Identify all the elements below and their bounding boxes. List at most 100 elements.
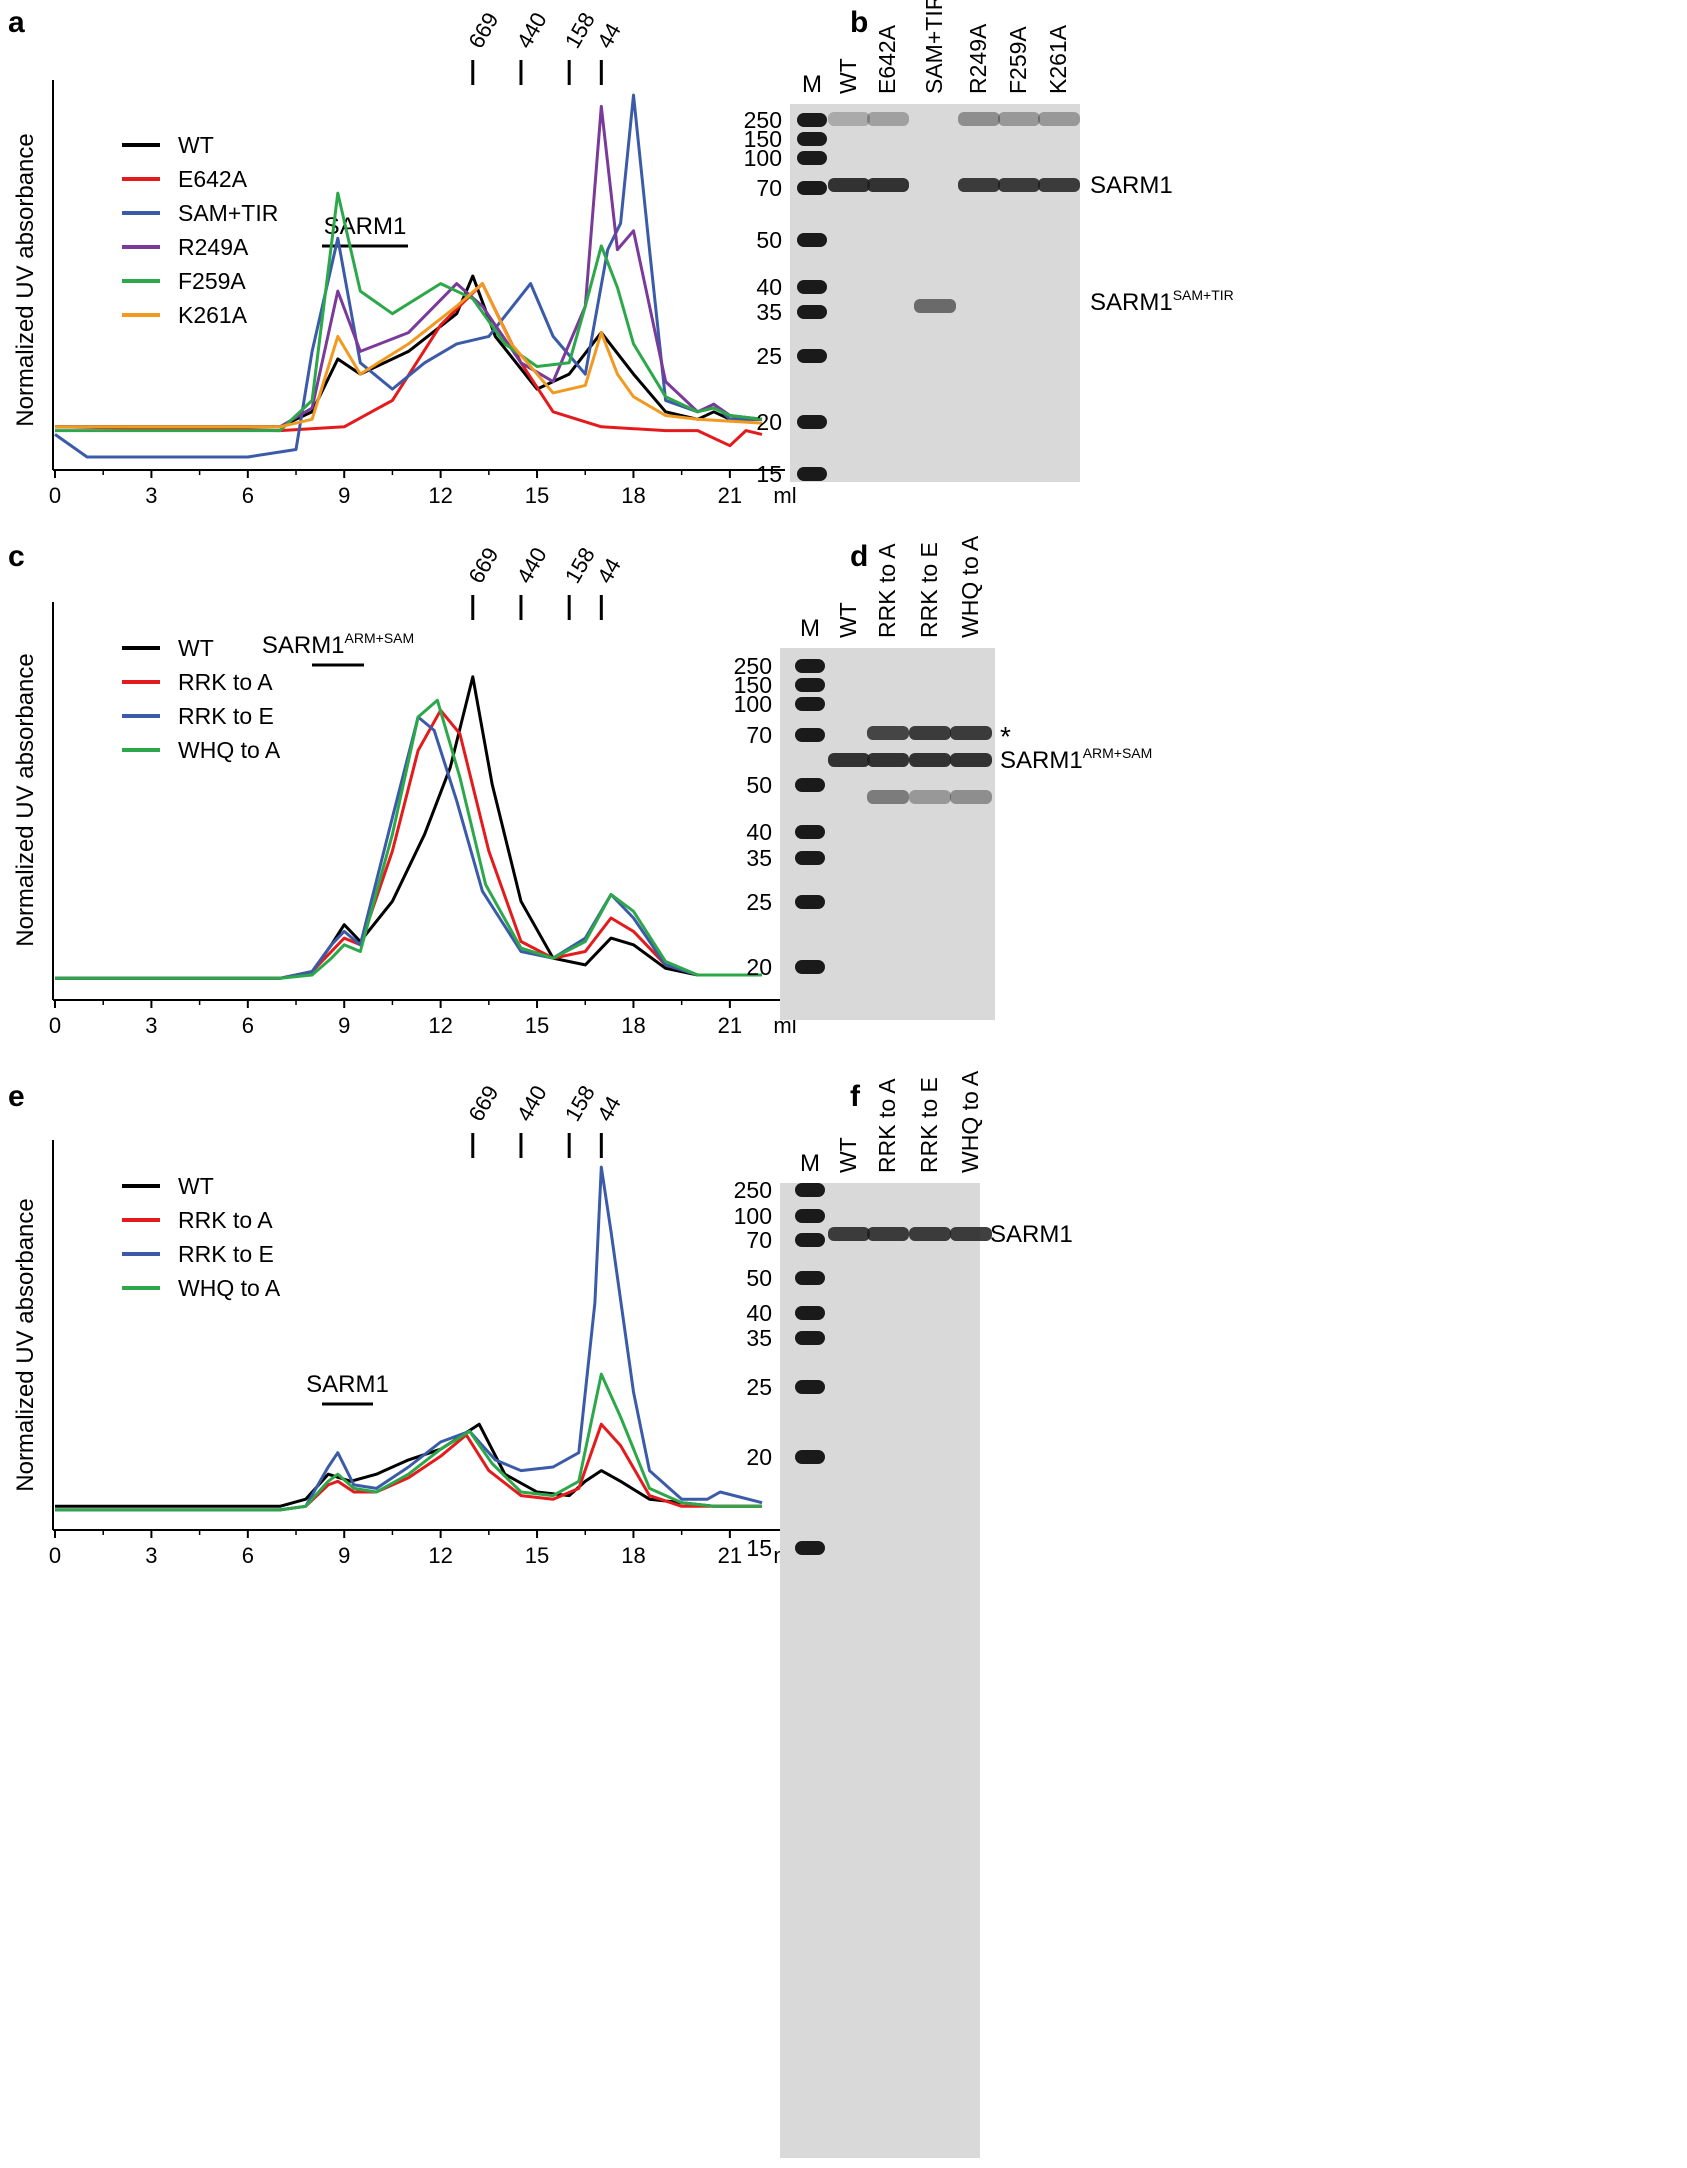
- panel-letter-a: a: [8, 6, 25, 39]
- ladder-band: [795, 1183, 825, 1197]
- ladder-band: [795, 1450, 825, 1464]
- mw-label: 25: [746, 889, 772, 915]
- ladder-band: [797, 181, 827, 195]
- ladder-band: [795, 678, 825, 692]
- panel-letter-f: f: [850, 1080, 860, 1113]
- protein-band: [1038, 112, 1080, 126]
- protein-band: [867, 753, 909, 767]
- x-tick-label: 9: [338, 1013, 350, 1038]
- panel-letter-e: e: [8, 1080, 25, 1113]
- ladder-band: [795, 960, 825, 974]
- x-tick-label: 21: [718, 1543, 742, 1568]
- mw-label: 15: [756, 461, 782, 487]
- legend-label: K261A: [178, 302, 248, 328]
- mw-label: 70: [746, 722, 772, 748]
- ladder-band: [797, 280, 827, 294]
- ladder-band: [795, 851, 825, 865]
- protein-band: [950, 1227, 992, 1241]
- ladder-band: [797, 305, 827, 319]
- mw-label: 250: [744, 107, 782, 133]
- lane-label: WT: [835, 602, 861, 638]
- x-tick-label: 21: [718, 483, 742, 508]
- lane-label: R249A: [965, 23, 991, 94]
- ladder-band: [795, 1331, 825, 1345]
- lane-label: WHQ to A: [957, 535, 983, 638]
- mw-label: 150: [734, 672, 772, 698]
- protein-band: [958, 112, 1000, 126]
- band-label-sup: SAM+TIR: [1173, 287, 1234, 303]
- mw-label: 70: [746, 1227, 772, 1253]
- band-label-main: SARM1: [990, 1221, 1073, 1248]
- series-line-whq-to-a: [55, 1372, 762, 1512]
- peak-bracket-label-main: SARM1: [324, 213, 407, 240]
- ladder-band: [797, 349, 827, 363]
- protein-band: [909, 753, 951, 767]
- x-tick-label: 3: [145, 483, 157, 508]
- mw-label: 40: [746, 819, 772, 845]
- y-axis-label: Normalized UV absorbance: [12, 133, 39, 426]
- ladder-band: [795, 697, 825, 711]
- ladder-band: [797, 233, 827, 247]
- asterisk-label: *: [1000, 721, 1011, 752]
- mw-label: 40: [756, 274, 782, 300]
- protein-band: [914, 299, 956, 313]
- ladder-band: [797, 113, 827, 127]
- series-line-rrk-to-a: [55, 1422, 762, 1512]
- mw-label: 50: [746, 772, 772, 798]
- x-tick-label: 6: [242, 483, 254, 508]
- legend-label: RRK to A: [178, 669, 273, 695]
- legend-label: RRK to E: [178, 1241, 274, 1267]
- ladder-band: [795, 895, 825, 909]
- y-axis-label: Normalized UV absorbance: [12, 1198, 39, 1491]
- protein-band: [867, 112, 909, 126]
- mw-label: 100: [734, 1203, 772, 1229]
- x-tick-label: 0: [49, 1543, 61, 1568]
- lane-label: K261A: [1045, 24, 1071, 94]
- band-label: SARM1: [990, 1221, 1073, 1248]
- protein-band: [909, 790, 951, 804]
- mw-label: 35: [746, 845, 772, 871]
- legend-label: WT: [178, 635, 214, 661]
- x-tick-label: 18: [621, 483, 645, 508]
- protein-band: [867, 790, 909, 804]
- peak-bracket-label-main: SARM1: [262, 632, 345, 659]
- ladder-band: [797, 467, 827, 481]
- series-line-rrk-to-e: [55, 715, 762, 980]
- x-tick-label: 12: [428, 1013, 452, 1038]
- ladder-band: [795, 1380, 825, 1394]
- mw-label: 35: [746, 1325, 772, 1351]
- ladder-band: [795, 825, 825, 839]
- protein-band: [828, 112, 870, 126]
- protein-band: [867, 1227, 909, 1241]
- peak-bracket-label: SARM1: [324, 213, 407, 240]
- mw-label: 15: [746, 1535, 772, 1561]
- series-line-rrk-to-a: [55, 708, 762, 980]
- x-tick-label: 0: [49, 1013, 61, 1038]
- series-line-whq-to-a: [55, 698, 762, 980]
- x-tick-label: 3: [145, 1013, 157, 1038]
- peak-bracket-label-sup: ARM+SAM: [345, 630, 415, 646]
- legend-label: SAM+TIR: [178, 200, 278, 226]
- lane-label: SAM+TIR: [921, 0, 947, 94]
- protein-band: [998, 178, 1040, 192]
- protein-band: [867, 178, 909, 192]
- band-label-sup: ARM+SAM: [1083, 745, 1153, 761]
- legend-label: E642A: [178, 166, 248, 192]
- protein-band: [950, 790, 992, 804]
- ladder-band: [795, 778, 825, 792]
- peak-bracket-label: SARM1: [306, 1371, 389, 1398]
- panel-letter-b: b: [850, 6, 869, 39]
- mw-label: 35: [756, 299, 782, 325]
- ladder-band: [795, 659, 825, 673]
- mw-label: 25: [746, 1374, 772, 1400]
- x-tick-label: 9: [338, 483, 350, 508]
- band-label: SARM1ARM+SAM: [1000, 745, 1152, 774]
- x-tick-label: 15: [525, 1543, 549, 1568]
- gel-background: [780, 1183, 980, 2158]
- lane-label: RRK to A: [874, 543, 900, 638]
- band-label: SARM1: [1090, 172, 1173, 199]
- protein-band: [950, 753, 992, 767]
- band-label-main: SARM1: [1090, 172, 1173, 199]
